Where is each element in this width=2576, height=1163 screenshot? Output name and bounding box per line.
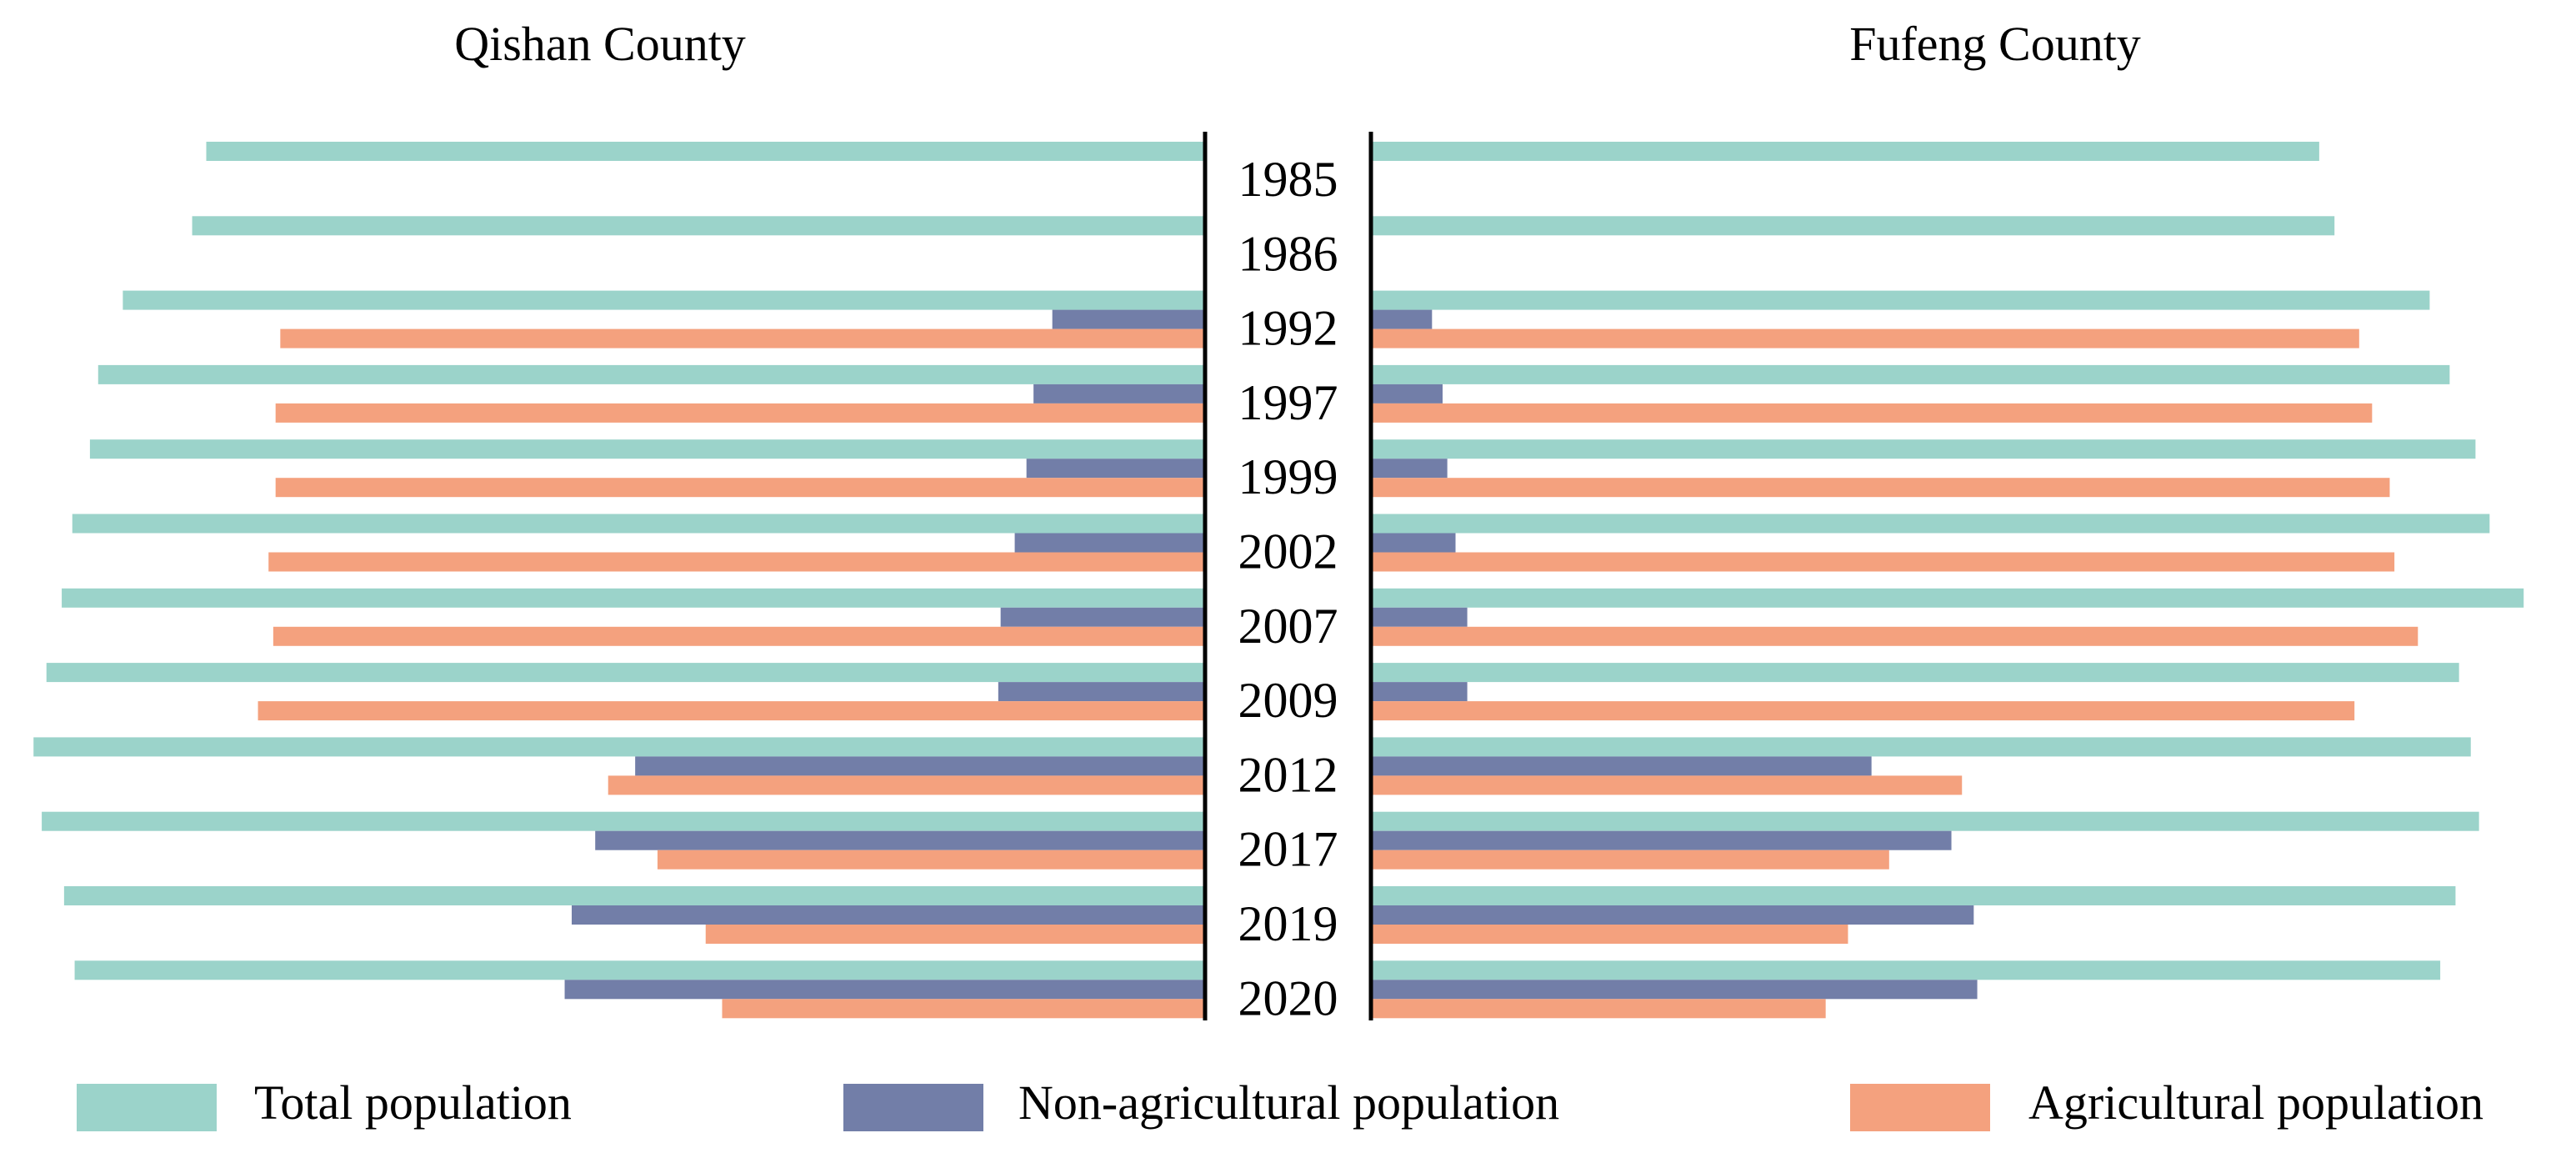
year-label-2009: 2009 (1238, 673, 1338, 728)
legend-label-agricultural: Agricultural population (2028, 1075, 2483, 1130)
bar-fufeng-agricultural-2012 (1371, 775, 1963, 795)
fufeng-panel-title: Fufeng County (1849, 17, 2141, 71)
bar-qishan-agricultural-2007 (273, 626, 1205, 646)
bar-fufeng-nonagricultural-1997 (1371, 383, 1443, 404)
legend-swatch-nonagricultural (843, 1084, 983, 1131)
bar-fufeng-total-1986 (1371, 216, 2335, 236)
year-label-1997: 1997 (1238, 375, 1338, 430)
bar-qishan-nonagricultural-1992 (1052, 309, 1205, 329)
bar-qishan-nonagricultural-2009 (998, 682, 1205, 702)
legend: Total population Non-agricultural popula… (77, 1075, 2483, 1131)
year-label-1992: 1992 (1238, 301, 1338, 356)
bar-fufeng-nonagricultural-2020 (1371, 980, 1978, 1000)
bar-qishan-agricultural-1997 (275, 403, 1206, 423)
bar-qishan-nonagricultural-1997 (1033, 383, 1205, 404)
bar-qishan-total-1986 (192, 216, 1206, 236)
bar-fufeng-total-2017 (1371, 811, 2479, 831)
bar-qishan-total-1985 (206, 142, 1205, 161)
bar-fufeng-agricultural-2020 (1371, 999, 1826, 1019)
bar-fufeng-total-2002 (1371, 514, 2490, 534)
bar-qishan-agricultural-2017 (657, 850, 1205, 870)
year-label-2002: 2002 (1238, 524, 1338, 579)
bar-fufeng-agricultural-2009 (1371, 701, 2355, 721)
bar-qishan-total-1999 (89, 439, 1205, 459)
bar-qishan-agricultural-2019 (705, 925, 1205, 944)
fufeng-bars (1371, 142, 2524, 1019)
bar-fufeng-agricultural-2007 (1371, 626, 2418, 646)
legend-swatch-total (77, 1084, 217, 1131)
bar-fufeng-total-1992 (1371, 290, 2430, 310)
bar-qishan-total-2002 (72, 514, 1205, 534)
bar-qishan-total-2017 (42, 811, 1206, 831)
bar-fufeng-nonagricultural-1999 (1371, 459, 1448, 479)
bar-fufeng-total-2020 (1371, 960, 2441, 980)
bar-fufeng-nonagricultural-2017 (1371, 830, 1952, 850)
bar-qishan-total-2020 (74, 960, 1206, 980)
bar-qishan-total-2009 (46, 663, 1206, 683)
bar-fufeng-total-1999 (1371, 439, 2476, 459)
year-label-1985: 1985 (1238, 152, 1338, 207)
bar-fufeng-total-2009 (1371, 663, 2459, 683)
bar-qishan-total-1992 (123, 290, 1205, 310)
year-labels: 1985 1986 1992 1997 1999 2002 2007 2009 2012 2017… (1238, 152, 1338, 1025)
bar-qishan-nonagricultural-2020 (564, 980, 1205, 1000)
bar-qishan-total-1997 (98, 364, 1205, 384)
bar-qishan-nonagricultural-2007 (1000, 607, 1205, 627)
bar-fufeng-total-1985 (1371, 142, 2319, 161)
bar-qishan-agricultural-1992 (280, 328, 1206, 348)
bar-qishan-nonagricultural-2019 (572, 905, 1205, 925)
bar-fufeng-nonagricultural-2009 (1371, 682, 1468, 702)
bar-qishan-agricultural-2012 (608, 775, 1205, 795)
bar-qishan-nonagricultural-2012 (635, 756, 1205, 776)
bar-qishan-total-2019 (63, 886, 1205, 905)
bar-qishan-agricultural-2002 (268, 552, 1206, 572)
bar-fufeng-total-2012 (1371, 737, 2471, 757)
bar-qishan-nonagricultural-1999 (1026, 459, 1205, 479)
year-label-2020: 2020 (1238, 970, 1338, 1025)
bar-fufeng-nonagricultural-2012 (1371, 756, 1872, 776)
legend-label-total: Total population (254, 1075, 572, 1130)
bar-fufeng-total-1997 (1371, 364, 2450, 384)
qishan-panel-title: Qishan County (454, 17, 746, 71)
bar-qishan-total-2012 (33, 737, 1206, 757)
bar-fufeng-total-2007 (1371, 588, 2524, 608)
bar-qishan-nonagricultural-2017 (595, 830, 1205, 850)
legend-label-nonagricultural: Non-agricultural population (1018, 1075, 1559, 1130)
bar-qishan-agricultural-2020 (722, 999, 1205, 1019)
bar-fufeng-nonagricultural-2019 (1371, 905, 1974, 925)
year-label-2012: 2012 (1238, 747, 1338, 802)
qishan-bars (33, 142, 1206, 1019)
bar-fufeng-agricultural-1999 (1371, 478, 2390, 498)
year-label-2007: 2007 (1238, 599, 1338, 654)
bar-qishan-agricultural-2009 (258, 701, 1205, 721)
legend-swatch-agricultural (1850, 1084, 1990, 1131)
bar-fufeng-agricultural-2019 (1371, 925, 1848, 944)
bar-fufeng-agricultural-2017 (1371, 850, 1889, 870)
bar-qishan-total-2007 (62, 588, 1206, 608)
year-label-2017: 2017 (1238, 822, 1338, 877)
bar-qishan-agricultural-1999 (275, 478, 1206, 498)
bar-fufeng-agricultural-1992 (1371, 328, 2359, 348)
bar-qishan-nonagricultural-2002 (1014, 533, 1205, 553)
year-label-1999: 1999 (1238, 449, 1338, 504)
bar-fufeng-nonagricultural-1992 (1371, 309, 1433, 329)
bar-fufeng-agricultural-2002 (1371, 552, 2395, 572)
bar-fufeng-nonagricultural-2002 (1371, 533, 1456, 553)
bar-fufeng-total-2019 (1371, 886, 2456, 905)
year-label-2019: 2019 (1238, 896, 1338, 951)
year-label-1986: 1986 (1238, 226, 1338, 281)
bar-fufeng-agricultural-1997 (1371, 403, 2373, 423)
bar-fufeng-nonagricultural-2007 (1371, 607, 1468, 627)
